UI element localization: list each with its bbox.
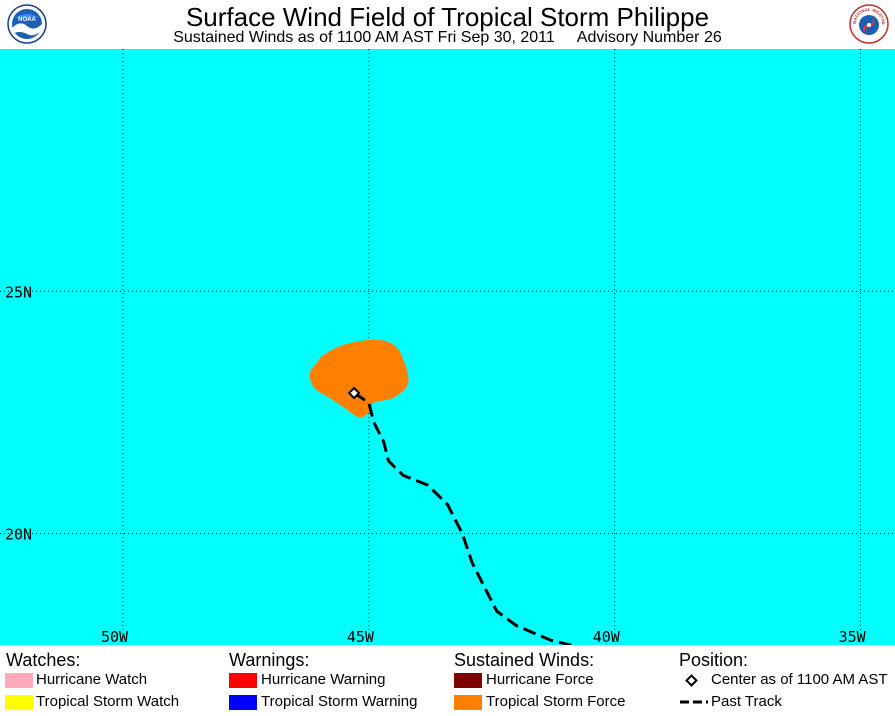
nws-logo: NATIONAL WEATHER SERVICE [847,0,889,44]
hurricane-force-label: Hurricane Force [486,671,594,688]
tropical-storm-watch-label: Tropical Storm Watch [36,693,180,710]
center-diamond-icon [685,674,698,687]
hurricane-watch-label: Hurricane Watch [36,671,148,688]
legend-position-heading: Position: [679,650,749,670]
axis-labels: 25N 20N 50W 45W 40W 35W [5,283,867,645]
header: NOAA Surface Wind Field of Tropical Stor… [0,0,895,50]
latitude-label: 20N [5,526,32,544]
longitude-label: 35W [839,628,867,645]
noaa-logo: NOAA [7,4,47,44]
legend-watches-heading: Watches: [6,650,81,670]
legend-warnings-heading: Warnings: [229,650,310,670]
past-track-dash-icon [680,700,708,704]
past-track-line [353,391,577,645]
storm-map: 25N 20N 50W 45W 40W 35W [0,49,895,645]
longitude-label: 45W [347,628,375,645]
hurricane-force-swatch [454,673,482,688]
hurricane-watch-swatch [5,673,33,688]
longitude-label: 50W [101,628,129,645]
hurricane-warning-label: Hurricane Warning [261,671,386,688]
latitude-label: 25N [5,283,32,301]
subtitle-advisory: Advisory Number 26 [576,29,722,46]
tropical-storm-watch-swatch [5,695,33,710]
page-subtitle: Sustained Winds as of 1100 AM AST Fri Se… [0,28,895,48]
tropical-storm-warning-swatch [229,695,257,710]
noaa-logo-text: NOAA [18,17,36,23]
grid-lines [0,49,895,645]
tropical-storm-warning-label: Tropical Storm Warning [261,693,418,710]
legend: Watches: Hurricane Watch Tropical Storm … [0,645,895,716]
tropical-storm-force-wind-field [309,339,409,418]
ocean-background [0,49,895,645]
hurricane-warning-swatch [229,673,257,688]
storm-center-marker [347,386,361,400]
subtitle-time: Sustained Winds as of 1100 AM AST Fri Se… [173,29,555,46]
tropical-storm-force-swatch [454,695,482,710]
legend-winds-heading: Sustained Winds: [454,650,595,670]
longitude-label: 40W [593,628,621,645]
center-position-label: Center as of 1100 AM AST [711,671,888,688]
page-title: Surface Wind Field of Tropical Storm Phi… [185,2,710,32]
tropical-storm-force-label: Tropical Storm Force [486,693,626,710]
past-track-label: Past Track [711,693,782,710]
